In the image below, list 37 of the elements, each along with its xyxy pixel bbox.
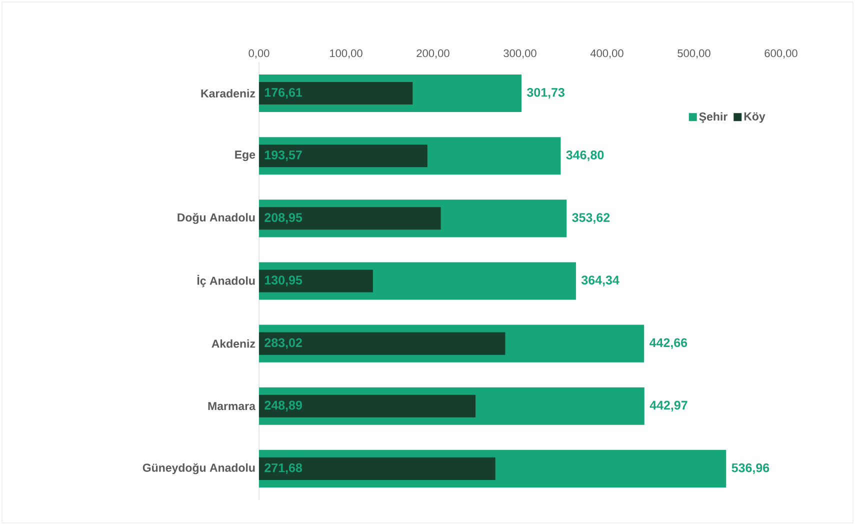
bar [259, 207, 441, 230]
x-tick-label: 300,00 [504, 49, 536, 58]
data-label: 301,73 [526, 88, 564, 99]
data-label: 193,57 [264, 150, 302, 162]
y-tick-label: Ege [235, 150, 256, 162]
data-label: 208,95 [264, 213, 302, 224]
data-label: 346,80 [566, 150, 604, 162]
y-tick-label: Karadeniz [201, 89, 256, 98]
data-label: 176,61 [264, 88, 302, 99]
legend-label: Şehir [699, 112, 728, 123]
data-label: 353,62 [572, 213, 610, 224]
data-label: 536,96 [732, 463, 770, 474]
data-label: 364,34 [581, 276, 620, 286]
data-label: 271,68 [264, 463, 302, 474]
y-tick-label: İç Anadolu [197, 274, 255, 288]
data-label: 283,02 [264, 338, 302, 349]
x-tick-label: 600,00 [764, 49, 798, 58]
x-tick-label: 200,00 [416, 49, 450, 58]
data-label: 248,89 [264, 400, 302, 412]
y-tick-label: Güneydoğu Anadolu [142, 463, 255, 474]
x-tick-label: 0,00 [248, 49, 270, 58]
bar [259, 144, 428, 168]
y-tick-label: Akdeniz [212, 339, 256, 348]
y-tick-label: Doğu Anadolu [178, 212, 255, 224]
data-label: 442,66 [650, 338, 688, 349]
bar [259, 332, 506, 355]
x-tick-label: 100,00 [330, 49, 362, 58]
bar [259, 270, 373, 292]
data-label: 442,97 [650, 400, 688, 412]
data-label: 130,95 [264, 276, 302, 286]
bar [259, 457, 496, 480]
x-tick-label: 500,00 [678, 49, 710, 58]
x-tick-label: 400,00 [590, 49, 624, 58]
bar [259, 82, 413, 105]
legend-label: Köy [744, 112, 766, 123]
bar [259, 394, 476, 418]
y-tick-label: Marmara [208, 402, 256, 410]
